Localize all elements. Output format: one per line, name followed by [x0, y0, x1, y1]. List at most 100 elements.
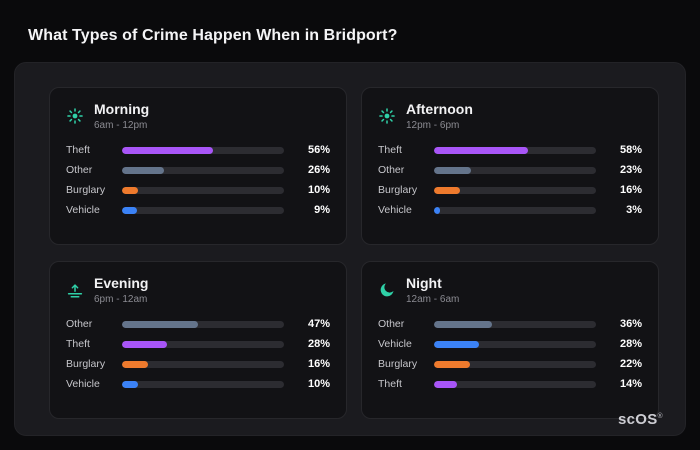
card-afternoon: Afternoon 12pm - 6pm Theft 58% Other 23% Burgl…: [361, 87, 659, 245]
bar-fill: [122, 206, 137, 214]
crime-row-theft: Theft 14%: [378, 378, 642, 390]
sunset-icon: [66, 281, 84, 299]
card-title: Morning: [94, 101, 150, 117]
crime-label: Other: [66, 164, 93, 176]
bar-fill: [122, 340, 168, 348]
card-subtitle: 6pm - 12am: [94, 294, 148, 305]
crime-label: Other: [378, 318, 405, 330]
bar-track: [122, 206, 284, 214]
crime-label: Vehicle: [378, 338, 412, 350]
crime-percent: 58%: [619, 144, 642, 156]
bar-track: [434, 340, 596, 348]
card-morning: Morning 6am - 12pm Theft 56% Other 26% Burglar…: [49, 87, 347, 245]
crime-percent: 16%: [307, 358, 330, 370]
crime-label: Theft: [378, 144, 402, 156]
crime-row-vehicle: Vehicle 9%: [66, 204, 330, 216]
cards-grid: Morning 6am - 12pm Theft 56% Other 26% Burglar…: [49, 87, 659, 419]
crime-row-burglary: Burglary 16%: [378, 184, 642, 196]
crime-percent: 56%: [307, 144, 330, 156]
bar-fill: [434, 206, 440, 214]
bar-fill: [434, 186, 460, 194]
brand-text: scOS: [617, 411, 658, 428]
crime-label: Burglary: [66, 358, 106, 370]
card-header: Evening 6pm - 12am: [66, 275, 330, 305]
card-title: Night: [406, 275, 442, 291]
crime-percent: 28%: [307, 338, 330, 350]
card-subtitle: 12pm - 6pm: [406, 120, 460, 131]
crime-row-theft: Theft 56%: [66, 144, 330, 156]
sun-icon: [66, 107, 84, 125]
card-evening: Evening 6pm - 12am Other 47% Theft 28% Burglar…: [49, 261, 347, 419]
crime-label: Vehicle: [66, 378, 100, 390]
crime-percent: 28%: [619, 338, 642, 350]
bar-track: [434, 146, 596, 154]
crime-percent: 26%: [307, 164, 330, 176]
crime-percent: 36%: [619, 318, 642, 330]
crime-panel: Morning 6am - 12pm Theft 56% Other 26% Burglar…: [14, 62, 686, 436]
card-header: Morning 6am - 12pm: [66, 101, 330, 131]
bar-track: [122, 186, 284, 194]
crime-label: Other: [66, 318, 93, 330]
crime-label: Theft: [66, 338, 90, 350]
card-heading-text: Morning 6am - 12pm: [94, 101, 149, 131]
card-header: Night 12am - 6am: [378, 275, 642, 305]
card-heading-text: Night 12am - 6am: [406, 275, 459, 305]
brand-logo: scOS®: [618, 411, 663, 428]
crime-percent: 16%: [619, 184, 642, 196]
card-heading-text: Evening 6pm - 12am: [94, 275, 148, 305]
registered-mark: ®: [657, 413, 663, 420]
bar-track: [434, 360, 596, 368]
crime-label: Burglary: [66, 184, 106, 196]
bar-fill: [434, 146, 528, 154]
card-subtitle: 12am - 6am: [406, 294, 460, 305]
crime-row-burglary: Burglary 10%: [66, 184, 330, 196]
bar-fill: [434, 166, 472, 174]
crime-row-other: Other 26%: [66, 164, 330, 176]
bar-fill: [122, 380, 139, 388]
card-night: Night 12am - 6am Other 36% Vehicle 28% Burglar…: [361, 261, 659, 419]
crime-label: Other: [378, 164, 405, 176]
crime-label: Theft: [66, 144, 90, 156]
crime-row-theft: Theft 28%: [66, 338, 330, 350]
bar-track: [434, 166, 596, 174]
crime-row-other: Other 36%: [378, 318, 642, 330]
card-title: Afternoon: [406, 101, 473, 117]
card-header: Afternoon 12pm - 6pm: [378, 101, 642, 131]
bar-track: [122, 146, 284, 154]
crime-label: Vehicle: [378, 204, 412, 216]
bar-fill: [434, 320, 493, 328]
bar-fill: [122, 186, 139, 194]
bar-fill: [122, 320, 199, 328]
bar-track: [434, 206, 596, 214]
bar-fill: [434, 360, 470, 368]
crime-row-burglary: Burglary 22%: [378, 358, 642, 370]
bar-track: [434, 186, 596, 194]
bar-track: [122, 360, 284, 368]
bar-fill: [434, 380, 457, 388]
crime-percent: 3%: [626, 204, 642, 216]
bar-fill: [122, 166, 165, 174]
page-title: What Types of Crime Happen When in Bridp…: [28, 27, 398, 44]
bar-fill: [122, 360, 148, 368]
bar-track: [122, 320, 284, 328]
bar-track: [434, 320, 596, 328]
crime-percent: 23%: [619, 164, 642, 176]
bar-track: [122, 340, 284, 348]
bar-track: [122, 166, 284, 174]
bar-fill: [122, 146, 213, 154]
crime-row-other: Other 23%: [378, 164, 642, 176]
crime-row-vehicle: Vehicle 3%: [378, 204, 642, 216]
bar-track: [122, 380, 284, 388]
crime-row-burglary: Burglary 16%: [66, 358, 330, 370]
crime-percent: 10%: [307, 378, 330, 390]
crime-row-vehicle: Vehicle 10%: [66, 378, 330, 390]
crime-percent: 47%: [307, 318, 330, 330]
sun-icon: [378, 107, 396, 125]
crime-percent: 14%: [619, 378, 642, 390]
crime-label: Burglary: [378, 358, 418, 370]
crime-percent: 22%: [619, 358, 642, 370]
crime-percent: 9%: [314, 204, 330, 216]
card-subtitle: 6am - 12pm: [94, 120, 148, 131]
bar-fill: [434, 340, 480, 348]
